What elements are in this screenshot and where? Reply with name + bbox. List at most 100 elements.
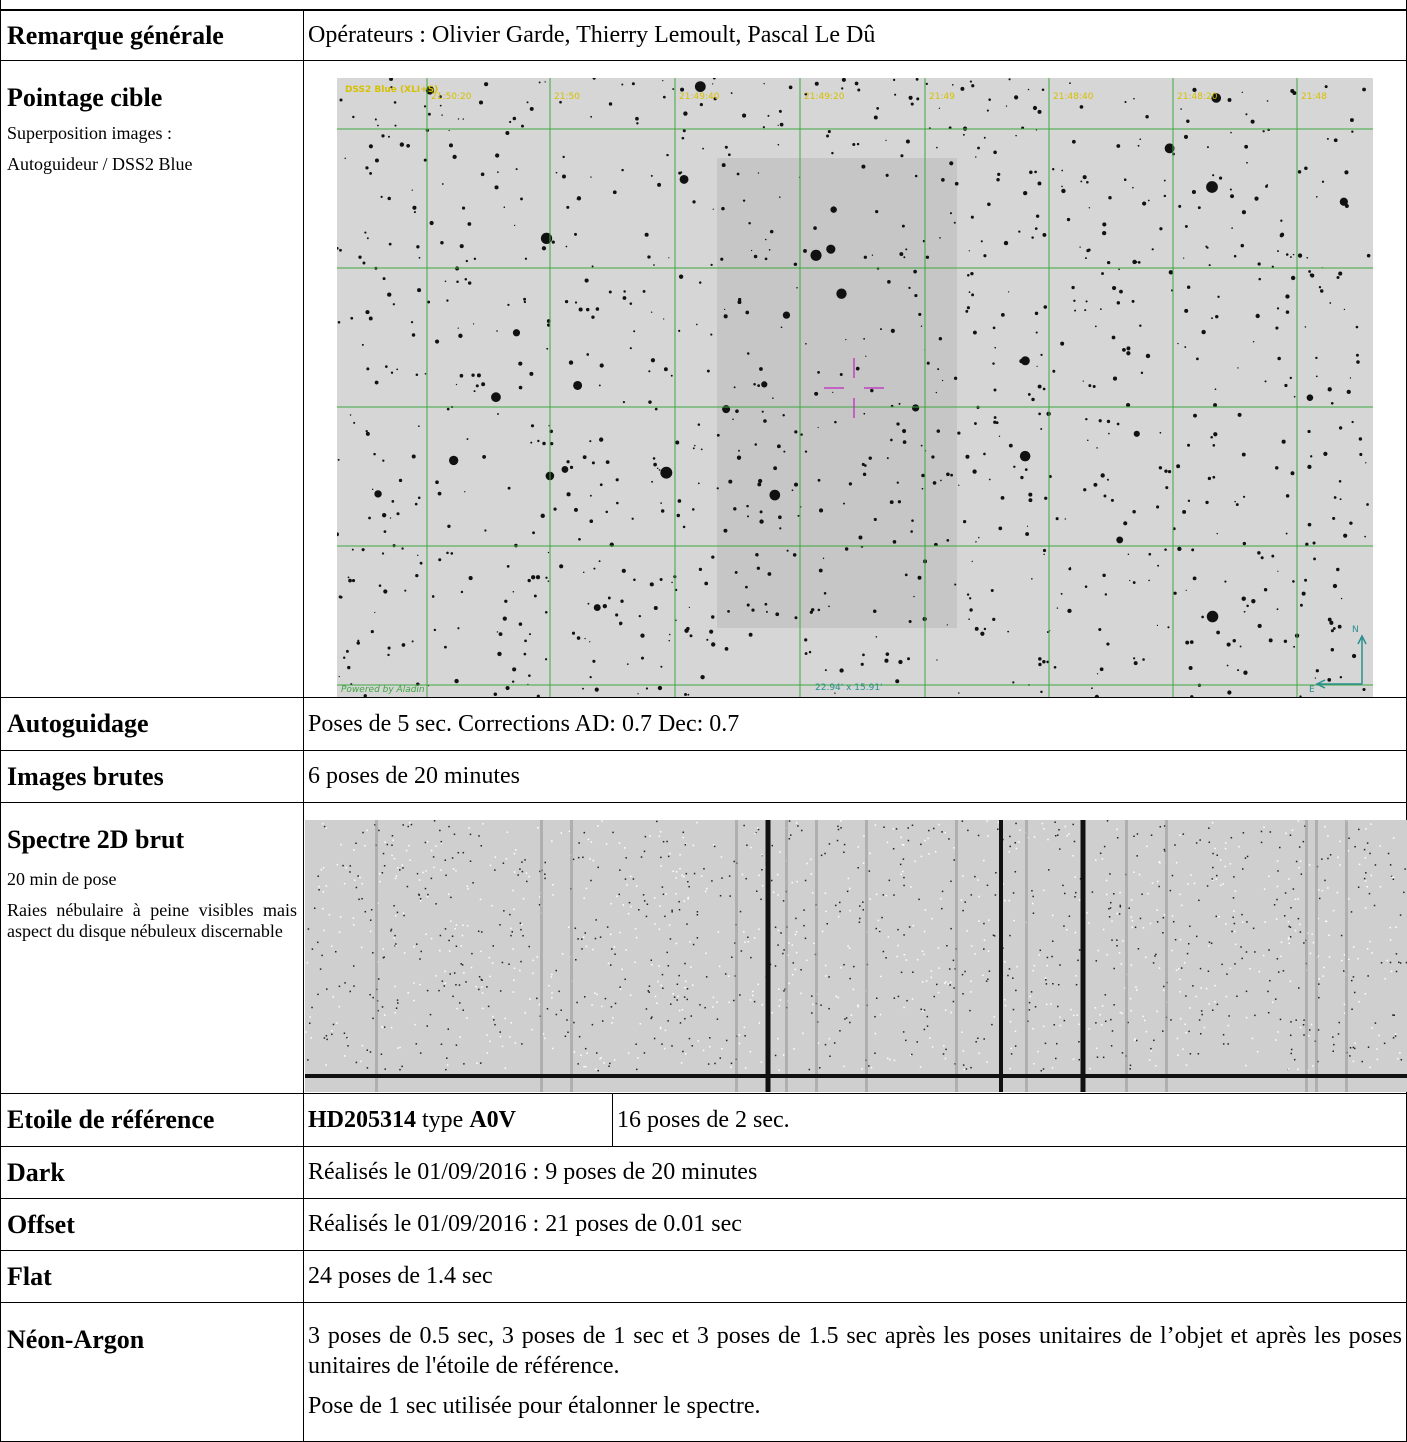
noise-pixel: [922, 981, 924, 983]
star: [907, 657, 910, 660]
star: [414, 211, 416, 213]
noise-pixel: [986, 980, 988, 982]
star: [1347, 390, 1351, 394]
noise-pixel: [383, 853, 385, 855]
noise-pixel: [1295, 899, 1297, 901]
noise-pixel: [1204, 1027, 1206, 1029]
star: [872, 255, 873, 256]
star: [1116, 144, 1120, 148]
noise-pixel: [356, 1062, 358, 1064]
star: [494, 692, 497, 695]
star: [1020, 451, 1031, 462]
star: [747, 604, 750, 607]
noise-pixel: [372, 997, 374, 999]
star: [911, 103, 914, 106]
star: [839, 668, 843, 672]
noise-pixel: [646, 916, 648, 918]
star: [377, 125, 379, 127]
noise-pixel: [889, 1059, 891, 1061]
noise-pixel: [778, 930, 780, 932]
noise-pixel: [1324, 880, 1326, 882]
star: [1356, 360, 1360, 364]
noise-pixel: [685, 844, 687, 846]
noise-pixel: [326, 1039, 328, 1041]
star: [773, 466, 777, 470]
noise-pixel: [678, 901, 680, 903]
star: [600, 483, 603, 486]
noise-pixel: [1275, 998, 1277, 1000]
noise-pixel: [531, 1029, 533, 1031]
noise-pixel: [416, 943, 418, 945]
star: [438, 492, 442, 496]
star: [1291, 471, 1295, 475]
star: [1316, 196, 1318, 198]
star: [590, 495, 592, 497]
noise-pixel: [321, 955, 323, 957]
star: [520, 197, 523, 200]
noise-pixel: [636, 885, 638, 887]
noise-pixel: [1351, 980, 1353, 982]
noise-pixel: [1364, 849, 1366, 851]
star: [456, 281, 459, 284]
noise-pixel: [1138, 948, 1140, 950]
noise-pixel: [1096, 1048, 1098, 1050]
noise-pixel: [364, 845, 366, 847]
star: [993, 421, 996, 424]
star: [996, 178, 999, 181]
star: [926, 256, 929, 259]
noise-pixel: [660, 1028, 662, 1030]
noise-pixel: [806, 960, 808, 962]
star: [891, 329, 895, 333]
star: [1359, 437, 1362, 440]
noise-pixel: [1121, 1013, 1123, 1015]
star: [1286, 533, 1288, 535]
star: [1184, 135, 1188, 139]
noise-pixel: [1290, 926, 1292, 928]
star: [698, 483, 700, 485]
star: [967, 593, 969, 595]
noise-pixel: [1095, 859, 1097, 861]
noise-pixel: [329, 914, 331, 916]
content-cell: Réalisés le 01/09/2016 : 9 poses de 20 m…: [303, 1146, 1407, 1199]
star: [469, 576, 473, 580]
noise-pixel: [1391, 971, 1393, 973]
noise-pixel: [684, 987, 686, 989]
star: [1001, 313, 1005, 317]
noise-pixel: [857, 867, 859, 869]
noise-pixel: [1226, 973, 1228, 975]
noise-pixel: [493, 1019, 495, 1021]
noise-pixel: [1299, 924, 1301, 926]
faint-line: [570, 820, 573, 1092]
noise-pixel: [1208, 945, 1210, 947]
noise-pixel: [1201, 1014, 1203, 1016]
star: [958, 692, 960, 694]
noise-pixel: [878, 920, 880, 922]
star: [513, 117, 517, 121]
ra-label: 21:48: [1301, 92, 1327, 102]
noise-pixel: [1365, 880, 1367, 882]
content-cell: 3 poses de 0.5 sec, 3 poses de 1 sec et …: [303, 1302, 1407, 1442]
star: [1148, 553, 1151, 556]
star: [519, 622, 523, 626]
noise-pixel: [324, 826, 326, 828]
star: [1188, 500, 1190, 502]
noise-pixel: [1261, 831, 1263, 833]
noise-pixel: [1051, 956, 1053, 958]
noise-pixel: [1207, 885, 1209, 887]
noise-pixel: [1013, 892, 1015, 894]
noise-pixel: [941, 908, 943, 910]
noise-pixel: [1348, 898, 1350, 900]
star: [1307, 430, 1310, 433]
star: [970, 81, 972, 83]
star: [1339, 480, 1342, 483]
noise-pixel: [597, 825, 599, 827]
noise-pixel: [1033, 1063, 1035, 1065]
star: [348, 579, 352, 583]
noise-pixel: [796, 952, 798, 954]
star: [401, 547, 403, 549]
star: [950, 474, 953, 477]
noise-pixel: [1358, 886, 1360, 888]
noise-pixel: [395, 945, 397, 947]
noise-pixel: [1141, 893, 1143, 895]
noise-pixel: [1348, 959, 1350, 961]
